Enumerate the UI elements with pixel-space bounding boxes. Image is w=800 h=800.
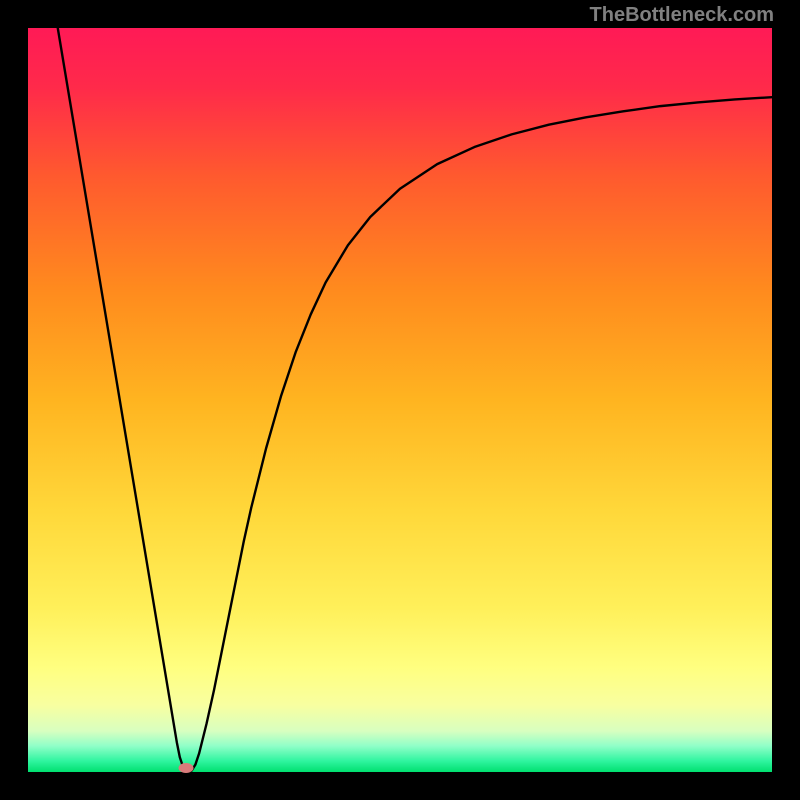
bottleneck-curve xyxy=(58,28,772,772)
plot-area xyxy=(28,28,772,772)
chart-container: TheBottleneck.com xyxy=(0,0,800,800)
curve-layer xyxy=(28,28,772,772)
min-marker xyxy=(178,763,193,773)
watermark-text: TheBottleneck.com xyxy=(590,4,774,27)
